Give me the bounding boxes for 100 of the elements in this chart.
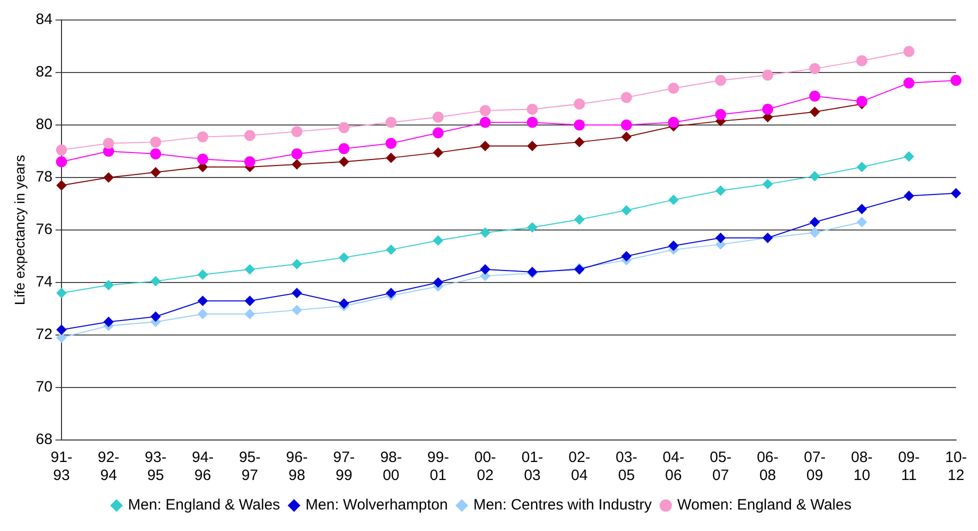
point: [244, 296, 255, 306]
point: [292, 305, 302, 316]
point: [621, 132, 632, 142]
point: [480, 116, 491, 128]
y-tick-label: 68: [36, 431, 52, 448]
point: [668, 194, 679, 205]
point: [480, 264, 490, 274]
point: [432, 112, 444, 123]
point: [198, 296, 208, 306]
x-tick-label: 98-00: [380, 449, 402, 484]
x-tick-label: 08-10: [850, 449, 873, 484]
legend-label: Women: England & Wales: [677, 496, 852, 514]
x-tick-label: 94-96: [192, 449, 214, 484]
point: [574, 98, 585, 110]
point: [386, 288, 396, 298]
point: [716, 232, 726, 243]
point: [809, 63, 820, 74]
x-tick-label: 03-05: [616, 449, 638, 484]
x-tick-label: 09-11: [898, 449, 920, 484]
point: [856, 162, 867, 172]
point: [103, 138, 114, 149]
point: [715, 74, 726, 86]
point: [574, 120, 585, 130]
point: [903, 46, 914, 57]
x-tick-label: 04-06: [662, 449, 684, 484]
point: [856, 55, 868, 66]
point: [56, 288, 66, 298]
y-tick-label: 76: [36, 221, 52, 238]
x-tick-label: 96-98: [286, 449, 308, 484]
point: [197, 131, 208, 142]
point: [621, 205, 632, 216]
x-tick-label: 99-01: [427, 449, 449, 484]
point: [244, 309, 255, 319]
y-tick-label: 84: [36, 11, 52, 28]
x-tick-label: 97-99: [333, 449, 355, 484]
point: [527, 222, 538, 232]
y-tick-label: 78: [36, 168, 52, 186]
x-tick-label: 06-08: [756, 449, 779, 484]
point: [856, 96, 868, 107]
point: [433, 236, 444, 246]
legend-label: Men: Centres with Industry: [473, 496, 652, 514]
point: [104, 280, 114, 290]
point: [810, 217, 820, 228]
legend-label: Men: England & Wales: [128, 496, 280, 514]
point: [56, 144, 67, 156]
point: [715, 109, 726, 120]
point: [810, 171, 820, 182]
x-tick-label: 95-97: [238, 449, 261, 484]
point: [810, 106, 820, 117]
x-tick-label: 10-12: [945, 449, 967, 484]
point: [526, 104, 538, 115]
point: [338, 143, 350, 154]
x-tick-label: 00-02: [474, 449, 496, 484]
point: [903, 78, 914, 88]
x-tick-label: 02-04: [568, 449, 590, 484]
x-tick-label: 01-03: [521, 449, 544, 484]
point: [56, 180, 66, 190]
y-tick-label: 72: [36, 326, 52, 344]
point: [244, 156, 256, 168]
point: [56, 156, 67, 168]
point: [620, 120, 632, 130]
point: [198, 309, 208, 319]
point: [338, 298, 349, 308]
point: [150, 148, 162, 160]
legend-label: Men: Wolverhampton: [306, 496, 448, 514]
x-tick-label: 07-09: [804, 449, 826, 484]
point: [951, 188, 961, 198]
point: [197, 154, 208, 165]
point: [716, 186, 726, 196]
point: [762, 104, 774, 115]
point: [338, 252, 349, 263]
point: [904, 190, 914, 201]
point: [292, 259, 302, 270]
point: [292, 159, 302, 170]
point: [433, 278, 444, 288]
y-tick-label: 82: [36, 64, 52, 81]
point: [104, 316, 114, 327]
point: [950, 74, 962, 86]
y-axis-title: Life expectancy in years: [11, 154, 28, 306]
point: [150, 276, 161, 286]
point: [480, 228, 490, 238]
point: [386, 244, 396, 255]
y-tick-label: 74: [36, 274, 52, 291]
point: [668, 116, 680, 128]
point: [386, 116, 397, 128]
point: [810, 228, 820, 238]
point: [574, 137, 584, 148]
point: [338, 122, 350, 134]
point: [904, 152, 914, 162]
point: [386, 152, 396, 163]
point: [104, 172, 114, 182]
point: [762, 179, 773, 190]
point: [386, 138, 397, 149]
point: [668, 82, 680, 94]
point: [150, 312, 161, 322]
point: [527, 141, 538, 151]
point: [480, 141, 490, 151]
point: [809, 90, 820, 102]
point: [433, 148, 444, 158]
point: [150, 167, 161, 178]
